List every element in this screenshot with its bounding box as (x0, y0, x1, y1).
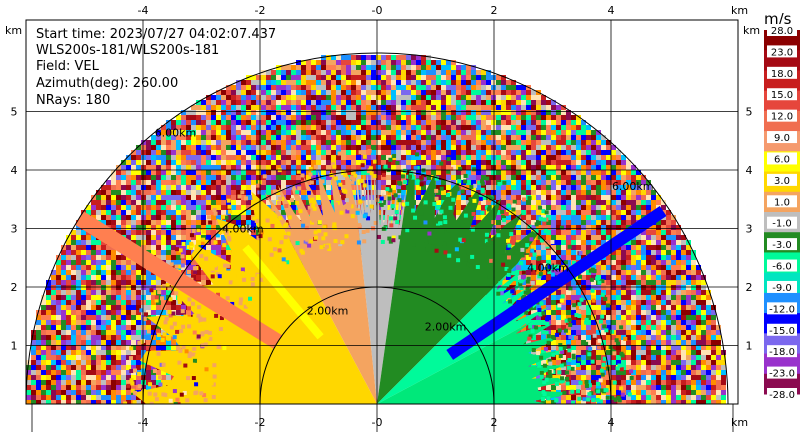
velocity-sector (377, 321, 567, 404)
colorbar-label-bg (767, 173, 797, 186)
range-ring-label: 2.00km (307, 304, 349, 317)
range-ring (26, 52, 729, 404)
colorbar-tick-label: 15.0 (771, 90, 793, 101)
colorbar-label-bg (767, 388, 797, 400)
range-ring-label: 4.00km (527, 262, 569, 275)
y-tick-label-left: 5 (11, 106, 18, 119)
range-ring-label: 2.00km (425, 321, 467, 334)
range-ring-label: 4.00km (222, 223, 264, 236)
colorbar-label-bg (767, 345, 797, 358)
ppi-plot-area: 2.00km 2.00km 4.00km 4.00km 6.00km 6.00km (25, 19, 739, 405)
colorbar-label-bg (767, 24, 797, 36)
x-tick-label-top: -0 (372, 4, 383, 17)
x-tick-label-top: -2 (255, 4, 266, 17)
instrument-text: WLS200s-181/WLS200s-181 (36, 43, 219, 58)
start-time-text: Start time: 2023/07/27 04:02:07.437 (36, 27, 276, 42)
plot-frame (25, 19, 739, 405)
range-rings: 2.00km 2.00km 4.00km 4.00km 6.00km 6.00km (26, 52, 729, 404)
colorbar-tick-label: 3.0 (774, 176, 790, 187)
colorbar-label-bg (767, 259, 797, 272)
colorbar: m/s 28.0 23.0 18.0 15.0 12.0 9.0 6.0 3.0 1.0 -1.0… (764, 10, 800, 401)
nrays-text: NRays: 180 (36, 93, 110, 108)
colorbar-tick-label: -1.0 (772, 219, 792, 230)
colorbar-tick-label: -18.0 (769, 347, 795, 358)
colorbar-label-bg (767, 302, 797, 315)
velocity-sector (377, 264, 551, 404)
beam-streak (446, 206, 667, 360)
colorbar-tick-label: -9.0 (772, 283, 792, 294)
y-unit-right: km (743, 24, 760, 37)
colorbar-label-bg (767, 216, 797, 229)
y-tick-label-left: 3 (11, 223, 18, 236)
colorbar-label-bg (767, 280, 797, 293)
y-tick-label-right: 3 (746, 223, 753, 236)
x-unit-top: km (731, 4, 748, 17)
colorbar-tick-label: -28.0 (769, 390, 795, 401)
y-tick-label-left: 4 (11, 164, 18, 177)
velocity-field (26, 55, 726, 404)
colorbar-tick-label: 28.0 (771, 26, 793, 37)
colorbar-tick-label: -15.0 (769, 326, 795, 337)
x-tick-label-top: 2 (491, 4, 498, 17)
colorbar-label-bg (767, 109, 797, 122)
y-tick-label-right: 1 (746, 340, 753, 353)
colorbar-label-bg (767, 131, 797, 144)
x-tick-label-top: -4 (138, 4, 149, 17)
scan-info: Start time: 2023/07/27 04:02:07.437 WLS2… (36, 27, 276, 108)
colorbar-label-bg (767, 88, 797, 101)
x-unit-bottom: km (731, 416, 748, 429)
colorbar-label-bg (767, 152, 797, 165)
colorbar-label-bg (767, 45, 797, 58)
range-ring (259, 286, 495, 404)
colorbar-tick-label: 23.0 (771, 47, 793, 58)
field-text: Field: VEL (36, 59, 100, 74)
colorbar-tick-label: 6.0 (774, 154, 790, 165)
colorbar-tick-label: -6.0 (772, 262, 792, 273)
y-unit-left: km (5, 24, 22, 37)
colorbar-unit: m/s (764, 10, 792, 28)
range-ring-label: 6.00km (612, 180, 654, 193)
x-tick-label-top: 4 (608, 4, 615, 17)
colorbar-tick-label: 18.0 (771, 69, 793, 80)
colorbar-label-bg (767, 366, 797, 379)
range-ring-label: 6.00km (155, 126, 197, 139)
colorbar-tick-label: -3.0 (772, 240, 792, 251)
grid-lines (26, 20, 738, 404)
y-tick-label-right: 4 (746, 164, 753, 177)
colorbar-tick-label: -23.0 (769, 369, 795, 380)
beam-streak (242, 244, 324, 340)
colorbar-tick-label: 9.0 (774, 133, 790, 144)
azimuth-text: Azimuth(deg): 260.00 (36, 76, 178, 91)
colorbar-tick-label: -12.0 (769, 304, 795, 315)
colorbar-tick-label: 1.0 (774, 197, 790, 208)
velocity-sector (132, 191, 377, 404)
colorbar-label-bg (767, 195, 797, 208)
y-tick-label-right: 5 (746, 106, 753, 119)
range-ring (142, 169, 612, 404)
colorbar-label-bg (767, 323, 797, 336)
y-tick-label-left: 1 (11, 340, 18, 353)
colorbar-label-bg (767, 238, 797, 251)
y-tick-label-left: 2 (11, 281, 18, 294)
colorbar-label-bg (767, 66, 797, 79)
y-tick-label-right: 2 (746, 281, 753, 294)
colorbar-tick-label: 12.0 (771, 112, 793, 123)
